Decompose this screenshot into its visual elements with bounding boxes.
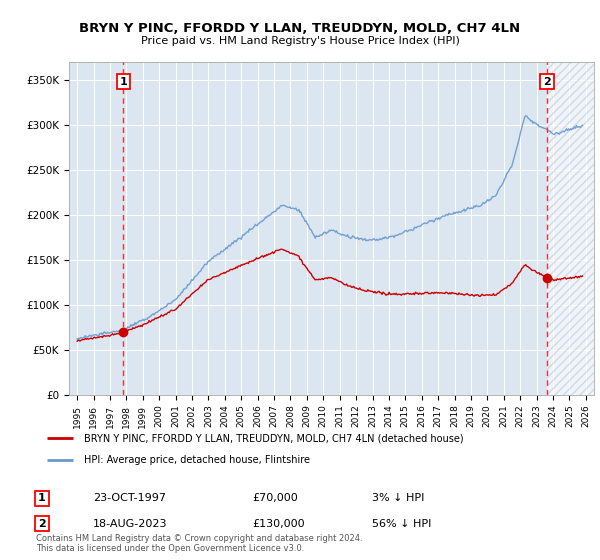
Text: Contains HM Land Registry data © Crown copyright and database right 2024.
This d: Contains HM Land Registry data © Crown c… [36, 534, 362, 553]
Text: £70,000: £70,000 [252, 493, 298, 503]
Text: 3% ↓ HPI: 3% ↓ HPI [372, 493, 424, 503]
Text: 1: 1 [38, 493, 46, 503]
Text: 18-AUG-2023: 18-AUG-2023 [93, 519, 167, 529]
Text: 2: 2 [543, 77, 551, 87]
Text: 1: 1 [119, 77, 127, 87]
Text: BRYN Y PINC, FFORDD Y LLAN, TREUDDYN, MOLD, CH7 4LN (detached house): BRYN Y PINC, FFORDD Y LLAN, TREUDDYN, MO… [83, 433, 463, 444]
Text: £130,000: £130,000 [252, 519, 305, 529]
Text: 23-OCT-1997: 23-OCT-1997 [93, 493, 166, 503]
Text: 56% ↓ HPI: 56% ↓ HPI [372, 519, 431, 529]
Text: Price paid vs. HM Land Registry's House Price Index (HPI): Price paid vs. HM Land Registry's House … [140, 36, 460, 46]
Text: 2: 2 [38, 519, 46, 529]
Text: BRYN Y PINC, FFORDD Y LLAN, TREUDDYN, MOLD, CH7 4LN: BRYN Y PINC, FFORDD Y LLAN, TREUDDYN, MO… [79, 22, 521, 35]
Text: HPI: Average price, detached house, Flintshire: HPI: Average price, detached house, Flin… [83, 455, 310, 465]
